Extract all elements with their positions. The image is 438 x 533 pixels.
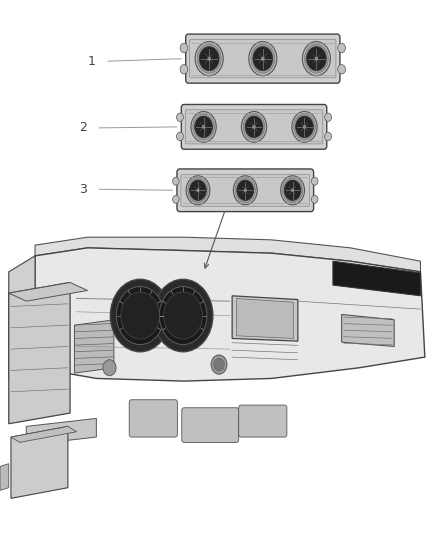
Circle shape (253, 125, 255, 128)
Circle shape (251, 44, 275, 73)
Circle shape (110, 279, 170, 352)
Polygon shape (9, 256, 35, 378)
Circle shape (235, 178, 255, 203)
Circle shape (233, 176, 257, 205)
Polygon shape (35, 248, 425, 381)
Circle shape (303, 125, 306, 128)
Polygon shape (237, 298, 293, 338)
Circle shape (214, 358, 224, 371)
Circle shape (284, 180, 301, 200)
Circle shape (281, 176, 304, 205)
Circle shape (103, 360, 116, 376)
Text: 3: 3 (79, 183, 87, 196)
FancyBboxPatch shape (182, 408, 239, 442)
Circle shape (315, 57, 318, 60)
Circle shape (164, 292, 202, 339)
Circle shape (249, 42, 277, 76)
Polygon shape (333, 261, 420, 296)
Polygon shape (74, 320, 114, 373)
Circle shape (253, 47, 272, 70)
Circle shape (325, 132, 332, 141)
Circle shape (180, 64, 188, 74)
Circle shape (338, 64, 346, 74)
Circle shape (159, 287, 207, 344)
Circle shape (292, 111, 317, 142)
Text: 1: 1 (88, 55, 96, 68)
Circle shape (291, 189, 294, 192)
Circle shape (311, 177, 318, 185)
FancyBboxPatch shape (181, 104, 327, 149)
FancyBboxPatch shape (129, 400, 177, 437)
FancyBboxPatch shape (154, 302, 178, 327)
Circle shape (202, 125, 205, 128)
Circle shape (261, 57, 264, 60)
Circle shape (193, 114, 214, 140)
Circle shape (173, 196, 179, 203)
Circle shape (195, 42, 223, 76)
Circle shape (191, 111, 216, 142)
Circle shape (296, 116, 313, 138)
Circle shape (211, 355, 227, 374)
Polygon shape (26, 418, 96, 445)
Circle shape (117, 287, 164, 344)
Circle shape (177, 113, 184, 122)
Circle shape (180, 43, 188, 53)
Circle shape (208, 57, 211, 60)
Circle shape (304, 44, 328, 73)
FancyBboxPatch shape (239, 405, 287, 437)
Circle shape (121, 292, 159, 339)
FancyBboxPatch shape (190, 39, 336, 78)
FancyBboxPatch shape (181, 174, 310, 206)
Circle shape (190, 180, 206, 200)
Text: 2: 2 (79, 122, 87, 134)
Circle shape (197, 44, 221, 73)
Circle shape (195, 116, 212, 138)
Circle shape (199, 47, 219, 70)
Circle shape (197, 189, 199, 192)
Circle shape (283, 178, 303, 203)
Polygon shape (11, 426, 77, 442)
Circle shape (338, 43, 346, 53)
Circle shape (244, 114, 265, 140)
Polygon shape (9, 282, 88, 301)
Circle shape (173, 177, 179, 185)
Circle shape (307, 47, 326, 70)
Circle shape (237, 180, 254, 200)
Polygon shape (232, 296, 298, 341)
FancyBboxPatch shape (185, 110, 323, 144)
Polygon shape (9, 282, 70, 424)
Circle shape (302, 42, 330, 76)
Polygon shape (0, 464, 9, 490)
Circle shape (325, 113, 332, 122)
Polygon shape (11, 426, 68, 498)
Circle shape (153, 279, 213, 352)
FancyBboxPatch shape (186, 34, 340, 83)
Polygon shape (35, 237, 420, 272)
Circle shape (241, 111, 267, 142)
Circle shape (186, 176, 210, 205)
FancyBboxPatch shape (177, 169, 314, 212)
Circle shape (244, 189, 247, 192)
Circle shape (245, 116, 263, 138)
Circle shape (188, 178, 208, 203)
Circle shape (311, 196, 318, 203)
Circle shape (294, 114, 315, 140)
Circle shape (177, 132, 184, 141)
Polygon shape (342, 314, 394, 346)
